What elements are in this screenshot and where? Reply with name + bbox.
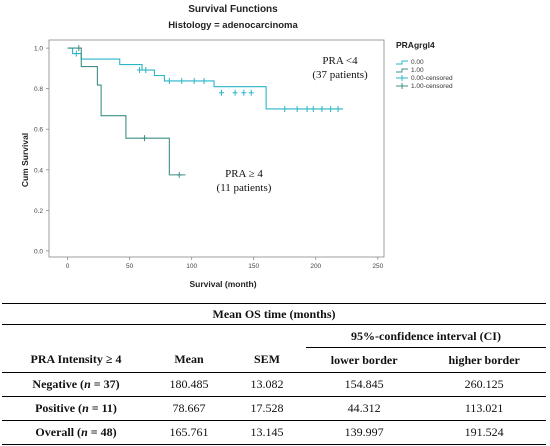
row-label: Negative (n = 37): [2, 372, 150, 397]
legend-swatch-1-00-censored: [396, 83, 408, 89]
x-axis-label: Survival (month): [189, 279, 256, 289]
censored-mark-0: [248, 89, 254, 96]
censored-mark-0: [319, 105, 325, 112]
y-tick-label: 0.8: [34, 86, 43, 93]
annotation-pra-ge4-line2: (11 patients): [217, 182, 272, 194]
header-mean: Mean: [150, 347, 228, 373]
annotation-pra-lt4-line1: PRA <4: [322, 55, 358, 67]
x-tick-label: 150: [248, 263, 259, 270]
legend-entry-1-00: 1.00: [411, 67, 424, 74]
row-label: Positive (n = 11): [2, 396, 150, 421]
legend-entry-0-00: 0.00: [411, 59, 424, 66]
censored-mark-0: [179, 77, 185, 84]
x-tick-label: 200: [310, 263, 321, 270]
y-axis: 0.0 0.2 0.4 0.6 0.8 1.0: [34, 46, 49, 255]
plot-border: [48, 39, 385, 258]
legend: PRAgrgl4 0.00 1.00 0.00-censored 1.00-ce…: [396, 40, 453, 90]
y-tick-label: 0.6: [34, 127, 43, 134]
censored-mark-1: [76, 45, 82, 52]
legend-swatch-0-00: [396, 60, 408, 65]
y-tick-label: 0.4: [34, 167, 43, 174]
censored-mark-0: [335, 105, 341, 112]
cell-mean: 165.761: [150, 420, 228, 445]
censored-mark-0: [166, 77, 172, 84]
annotation-pra-lt4-line2: (37 patients): [312, 69, 368, 81]
table-row: Positive (n = 11) 78.667 17.528 44.312 1…: [2, 396, 546, 421]
cell-sem: 13.082: [228, 372, 306, 397]
censored-mark-0: [218, 89, 224, 96]
y-tick-label: 0.0: [34, 248, 43, 255]
x-tick-label: 0: [66, 263, 70, 270]
plot-area: [48, 39, 385, 258]
censored-mark-0: [310, 105, 316, 112]
header-sem: SEM: [228, 347, 306, 373]
censored-mark-0: [232, 89, 238, 96]
cell-mean: 78.667: [150, 396, 228, 421]
cell-lower: 139.997: [306, 420, 423, 445]
legend-swatch-1-00: [396, 68, 408, 73]
header-higher-border: higher border: [422, 347, 546, 373]
censored-mark-0: [294, 105, 300, 112]
table-row: Overall (n = 48) 165.761 13.145 139.997 …: [2, 420, 546, 445]
table-row: Negative (n = 37) 180.485 13.082 154.845…: [2, 372, 546, 397]
y-axis-label: Cum Survival: [20, 133, 30, 187]
table-spacer: [2, 325, 150, 348]
survival-chart: Survival Functions Histology = adenocarc…: [20, 4, 453, 289]
table-title: Mean OS time (months): [2, 303, 546, 325]
legend-entry-0-00-censored: 0.00-censored: [411, 75, 453, 82]
series-layer: [67, 45, 344, 178]
censored-mark-0: [282, 105, 288, 112]
cell-higher: 191.524: [422, 420, 546, 445]
legend-title: PRAgrgl4: [396, 40, 435, 50]
cell-lower: 154.845: [306, 372, 423, 397]
censored-mark-0: [143, 67, 149, 74]
header-lower-border: lower border: [306, 347, 423, 373]
table-spacer: [228, 325, 306, 348]
row-label: Overall (n = 48): [2, 420, 150, 445]
y-tick-label: 0.2: [34, 208, 43, 215]
mean-os-table: Mean OS time (months) 95%-confidence int…: [2, 303, 546, 445]
censored-mark-1: [176, 171, 182, 178]
legend-swatch-0-00-censored: [396, 75, 408, 81]
y-tick-label: 1.0: [34, 46, 43, 53]
x-axis: 0 50 100 150 200 250: [66, 257, 384, 270]
cell-higher: 260.125: [422, 372, 546, 397]
censored-mark-0: [137, 67, 143, 74]
series-line-1: [67, 47, 186, 176]
censored-mark-0: [201, 77, 207, 84]
table-spacer: [150, 325, 228, 348]
censored-mark-0: [304, 105, 310, 112]
cell-sem: 17.528: [228, 396, 306, 421]
censored-mark-1: [142, 135, 148, 142]
series-line-0: [67, 47, 344, 110]
header-pra-intensity: PRA Intensity ≥ 4: [2, 347, 150, 373]
x-tick-label: 100: [186, 263, 197, 270]
censored-mark-0: [191, 77, 197, 84]
ci-header: 95%-confidence interval (CI): [306, 324, 546, 348]
chart-title: Survival Functions: [188, 4, 278, 15]
cell-lower: 44.312: [306, 396, 423, 421]
chart-subtitle: Histology = adenocarcinoma: [168, 20, 298, 31]
annotation-pra-ge4-line1: PRA ≥ 4: [225, 168, 263, 180]
cell-mean: 180.485: [150, 372, 228, 397]
legend-entry-1-00-censored: 1.00-censored: [411, 83, 453, 90]
censored-mark-0: [73, 50, 79, 57]
cell-higher: 113.021: [422, 396, 546, 421]
censored-mark-0: [328, 105, 334, 112]
censored-mark-0: [241, 89, 247, 96]
x-tick-label: 250: [372, 263, 383, 270]
cell-sem: 13.145: [228, 420, 306, 445]
x-tick-label: 50: [126, 263, 134, 270]
